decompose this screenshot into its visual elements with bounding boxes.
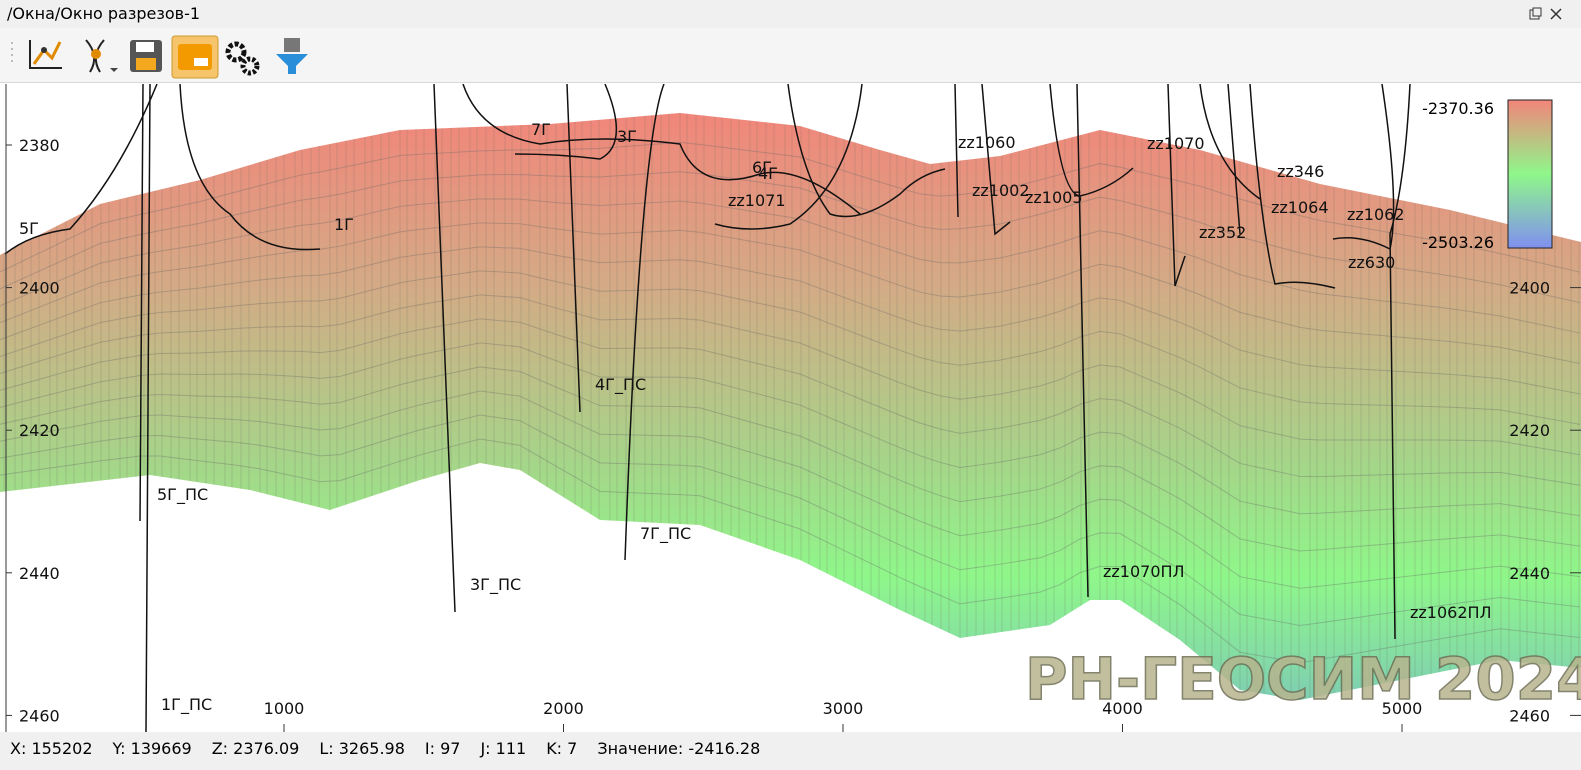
status-item: Z: 2376.09 — [211, 739, 300, 758]
status-bar: X: 155202 Y: 139669 Z: 2376.09 L: 3265.98 I:… — [0, 732, 1581, 770]
well-label: zz630 — [1348, 253, 1395, 272]
well-path — [1332, 84, 1411, 640]
y-tick-label: 2400 — [19, 279, 60, 298]
settings-button[interactable] — [225, 41, 260, 76]
well-path — [566, 84, 581, 413]
status-item: X: 155202 — [10, 739, 93, 758]
well-label: 5Г — [19, 219, 39, 238]
y-tick-label: 2460 — [1509, 706, 1550, 725]
well-label: zz352 — [1199, 223, 1246, 242]
y-tick-label: 2420 — [19, 421, 60, 440]
well-label: zz1070ПЛ — [1103, 562, 1185, 581]
layer-line — [0, 171, 1581, 304]
layer-line — [0, 294, 1581, 456]
well-path — [433, 84, 456, 613]
colorbar-min: -2503.26 — [1422, 233, 1494, 252]
grip — [11, 42, 13, 62]
window-controls[interactable] — [1529, 7, 1565, 21]
well-path — [4, 84, 158, 255]
well-path — [514, 84, 617, 160]
well-path — [139, 84, 144, 522]
save-button[interactable] — [130, 40, 162, 72]
x-tick-label: 1000 — [264, 699, 305, 718]
well-label: zz1005 — [1025, 188, 1083, 207]
well-path — [462, 84, 861, 215]
well-label: zz1070 — [1147, 134, 1205, 153]
well-path — [624, 84, 665, 561]
well-label: 5Г_ПС — [157, 485, 208, 505]
well-label: zz1002 — [972, 181, 1030, 200]
well-path — [954, 84, 1011, 236]
toolbar — [0, 28, 1581, 83]
cut-button[interactable] — [85, 39, 118, 73]
layer-line — [0, 438, 1581, 664]
title-bar: /Окна/Окно разрезов-1 — [0, 0, 1581, 28]
colorbar-max: -2370.36 — [1422, 99, 1494, 118]
property-band — [0, 113, 1581, 700]
well-label: 7Г — [531, 120, 551, 139]
colorbar — [1507, 99, 1553, 249]
layer-line — [0, 366, 1581, 552]
well-trajectories — [4, 84, 1411, 732]
y-tick-label: 2380 — [19, 136, 60, 155]
y-tick-label: 2440 — [1509, 564, 1550, 583]
well-label: 4Г — [758, 164, 778, 183]
layer-line — [0, 198, 1581, 334]
watermark: РН-ГЕОСИМ 2024 — [1025, 645, 1581, 713]
layer-line — [0, 342, 1581, 517]
well-label: 7Г_ПС — [640, 524, 691, 544]
well-path — [714, 84, 863, 230]
layout-button[interactable] — [171, 35, 219, 79]
axis-ticks: 2380 2400 2420 2440 2460 2400 2420 2440 2460 1000… — [6, 136, 1581, 732]
well-path — [1076, 84, 1089, 598]
layer-line — [0, 270, 1581, 425]
well-path — [1167, 84, 1186, 287]
window-title: /Окна/Окно разрезов-1 — [7, 4, 201, 23]
well-path — [1199, 84, 1336, 289]
axis-settings-button[interactable] — [29, 40, 62, 69]
well-label: 3Г — [617, 127, 637, 146]
filter-button[interactable] — [276, 38, 308, 74]
status-item: L: 3265.98 — [319, 739, 405, 758]
y-tick-label: 2420 — [1509, 421, 1550, 440]
toolbar-icons — [11, 35, 308, 79]
layer-line — [0, 141, 1581, 273]
status-item: K: 7 — [546, 739, 578, 758]
layer-line — [0, 246, 1581, 395]
well-path — [145, 84, 151, 732]
layer-line — [0, 222, 1581, 365]
layer-line — [0, 390, 1581, 589]
y-tick-label: 2400 — [1509, 279, 1550, 298]
well-label: zz1062ПЛ — [1410, 603, 1492, 622]
status-item: Y: 139669 — [112, 739, 192, 758]
layer-line — [0, 414, 1581, 626]
well-label: 1Г_ПС — [161, 695, 212, 715]
status-item: I: 97 — [424, 739, 461, 758]
y-tick-label: 2460 — [19, 706, 60, 725]
well-label: 6Г — [752, 158, 772, 177]
well-path — [179, 84, 321, 251]
well-label: 1Г — [334, 215, 354, 234]
well-label: zz1071 — [728, 191, 786, 210]
well-label: zz346 — [1277, 162, 1324, 181]
y-tick-label: 2440 — [19, 564, 60, 583]
status-item: Значение: -2416.28 — [597, 739, 761, 758]
well-label: zz1060 — [958, 133, 1016, 152]
status-item: J: 111 — [480, 739, 527, 758]
x-tick-label: 4000 — [1102, 699, 1143, 718]
layer-line — [0, 318, 1581, 486]
x-tick-label: 3000 — [823, 699, 864, 718]
well-path — [1049, 84, 1134, 197]
well-label: zz1064 — [1271, 198, 1329, 217]
layer-lines — [0, 141, 1581, 664]
x-tick-label: 5000 — [1382, 699, 1423, 718]
x-tick-label: 2000 — [543, 699, 584, 718]
well-path — [787, 84, 946, 218]
well-label: zz1062 — [1347, 205, 1405, 224]
well-label: 4Г_ПС — [595, 375, 646, 395]
well-label: 3Г_ПС — [470, 575, 521, 595]
